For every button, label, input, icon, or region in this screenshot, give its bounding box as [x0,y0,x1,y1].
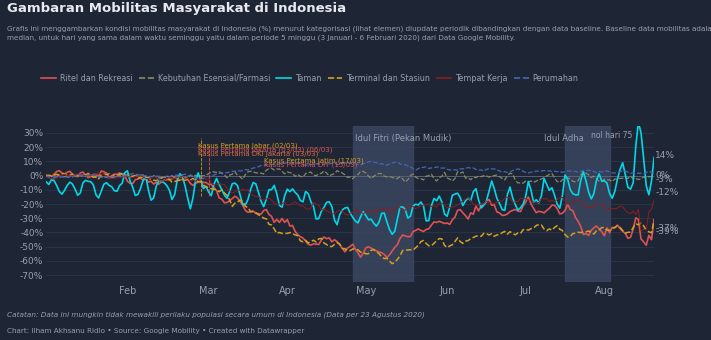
Text: Idul Fitri (Pekan Mudik): Idul Fitri (Pekan Mudik) [356,134,451,143]
Text: Kasus Pertama DIY (15/03): Kasus Pertama DIY (15/03) [264,162,357,168]
Text: -37%: -37% [656,224,679,233]
Text: Kasus Pertama DKI Jakarta (03/03): Kasus Pertama DKI Jakarta (03/03) [198,151,319,157]
Text: Gambaran Mobilitas Masyarakat di Indonesia: Gambaran Mobilitas Masyarakat di Indones… [7,2,346,15]
Text: -39%: -39% [656,226,679,236]
Text: nol hari 75: nol hari 75 [592,132,633,140]
Text: 0%: 0% [656,171,670,180]
Text: Kasus Pertama Jakarta (03/03) (06/03): Kasus Pertama Jakarta (03/03) (06/03) [198,147,333,153]
Text: -12%: -12% [656,188,678,197]
Text: Kasus Pertama Jabar (02/03): Kasus Pertama Jabar (02/03) [198,142,298,149]
Text: -3%: -3% [656,175,673,184]
Legend: Ritel dan Rekreasi, Kebutuhan Esensial/Farmasi, Taman, Terminal dan Stasiun, Tem: Ritel dan Rekreasi, Kebutuhan Esensial/F… [38,70,582,86]
Bar [565,126,609,282]
Text: Catatan: Data ini mungkin tidak mewakili perilaku populasi secara umum di Indone: Catatan: Data ini mungkin tidak mewakili… [7,311,425,318]
Bar [353,126,413,282]
Text: Chart: Ilham Akhsanu Ridlo • Source: Google Mobility • Created with Datawrapper: Chart: Ilham Akhsanu Ridlo • Source: Goo… [7,328,304,334]
Text: Idul Adha: Idul Adha [544,134,584,143]
Text: Kasus Pertama Jatim (17/03): Kasus Pertama Jatim (17/03) [264,157,363,164]
Text: Grafis ini menggambarkan kondisi mobilitas masyarakat di Indonesia (%) menurut k: Grafis ini menggambarkan kondisi mobilit… [7,26,711,41]
Text: 14%: 14% [656,151,675,160]
